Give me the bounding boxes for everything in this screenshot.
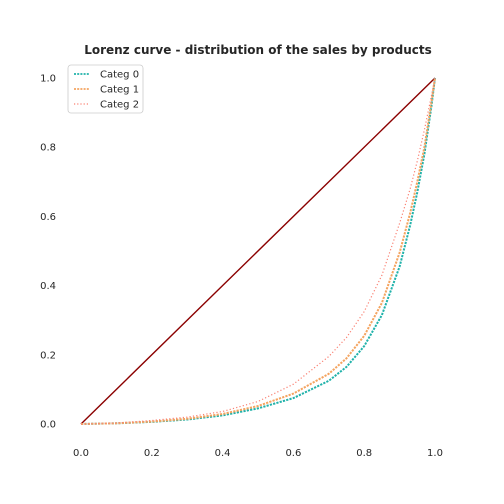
y-tick-label: 0.0	[40, 420, 56, 431]
chart-title: Lorenz curve - distribution of the sales…	[84, 43, 432, 57]
x-tick-label: 1.0	[427, 448, 443, 459]
y-tick-label: 1.0	[40, 74, 56, 85]
y-tick-label: 0.2	[40, 350, 56, 361]
x-tick-label: 0.8	[356, 448, 372, 459]
x-tick-label: 0.6	[285, 448, 301, 459]
x-tick-label: 0.0	[73, 448, 89, 459]
tick-labels: 0.0 0.2 0.4 0.6 0.8 1.0 0.0 0.2 0.4 0.6 0.8 1.0	[40, 74, 443, 460]
y-tick-label: 0.4	[40, 281, 56, 292]
lorenz-curve-categ-1	[80, 77, 436, 425]
x-tick-label: 0.2	[144, 448, 160, 459]
lorenz-curve-categ-2	[80, 77, 436, 425]
y-tick-label: 0.8	[40, 143, 56, 154]
legend-label: Categ 0	[100, 70, 139, 81]
equality-line	[80, 77, 436, 425]
lorenz-curves	[80, 77, 436, 425]
equality-line-group	[80, 77, 436, 425]
legend: Categ 0 Categ 1 Categ 2	[67, 64, 144, 114]
legend-label: Categ 1	[100, 85, 139, 96]
legend-box	[67, 64, 144, 114]
legend-label: Categ 2	[100, 100, 139, 111]
x-tick-label: 0.4	[215, 448, 231, 459]
lorenz-curve-categ-0	[80, 77, 436, 425]
y-tick-label: 0.6	[40, 212, 56, 223]
